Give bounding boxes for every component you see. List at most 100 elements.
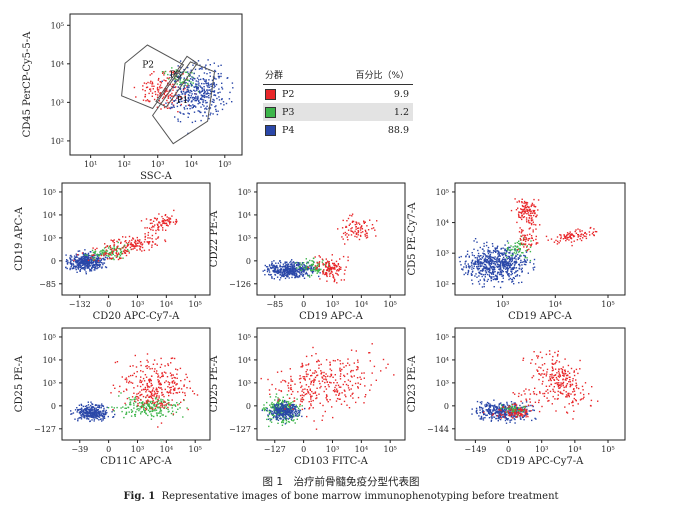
event-dot-green	[134, 398, 136, 401]
event-dot-green	[288, 404, 291, 406]
event-dot-blue	[83, 259, 85, 261]
event-dot-blue	[89, 411, 91, 413]
event-dot-blue	[190, 90, 192, 92]
event-dot-red	[168, 221, 171, 223]
event-dot-red	[318, 265, 320, 268]
event-dot-blue	[304, 269, 306, 271]
event-dot-blue	[292, 407, 294, 410]
event-dot-red	[136, 385, 139, 387]
event-dot-green	[116, 246, 118, 248]
event-dot-blue	[296, 413, 299, 415]
event-dot-red	[163, 71, 165, 73]
event-dot-red	[555, 239, 557, 242]
event-dot-blue	[500, 408, 502, 410]
event-dot-blue	[87, 258, 89, 260]
event-dot-blue	[84, 258, 87, 260]
event-dot-green	[183, 78, 185, 81]
event-dot-red	[160, 94, 162, 96]
event-dot-red	[569, 235, 571, 237]
event-dot-blue	[89, 256, 92, 259]
event-dot-red	[150, 379, 152, 382]
event-dot-blue	[85, 260, 87, 263]
event-dot-red	[521, 214, 523, 217]
event-dot-blue	[482, 262, 485, 264]
event-dot-blue	[304, 266, 306, 269]
event-dot-blue	[203, 86, 205, 88]
event-dot-blue	[514, 402, 516, 404]
event-dot-blue	[504, 253, 506, 255]
event-dot-blue	[69, 268, 71, 271]
event-dot-blue	[194, 86, 196, 89]
event-dot-blue	[89, 415, 91, 417]
event-dot-green	[282, 411, 285, 413]
event-dot-blue	[300, 271, 303, 274]
event-dot-blue	[209, 100, 212, 102]
event-dot-blue	[195, 83, 197, 85]
event-dot-green	[312, 260, 314, 263]
event-dot-blue	[502, 264, 505, 266]
event-dot-blue	[482, 409, 484, 412]
event-dot-green	[309, 276, 311, 278]
event-dot-blue	[196, 86, 198, 88]
event-dot-green	[277, 397, 279, 399]
event-dot-red	[328, 264, 330, 266]
event-dot-green	[107, 252, 110, 255]
event-dot-blue	[307, 267, 310, 270]
y-tick-label: 10⁴	[43, 356, 56, 365]
event-dot-blue	[92, 264, 94, 267]
event-dot-blue	[291, 266, 294, 268]
event-dot-red	[343, 366, 345, 368]
event-dot-blue	[478, 271, 480, 273]
event-dot-red	[314, 392, 316, 394]
event-dot-blue	[286, 409, 288, 412]
event-dot-green	[145, 396, 147, 399]
event-dot-red	[178, 66, 181, 68]
event-dot-red	[188, 380, 191, 383]
event-dot-blue	[218, 99, 221, 101]
event-dot-blue	[513, 415, 515, 418]
event-dot-blue	[96, 260, 99, 262]
event-dot-blue	[194, 93, 196, 95]
event-dot-green	[187, 84, 189, 86]
event-dot-blue	[87, 256, 89, 258]
event-dot-red	[117, 253, 119, 256]
event-dot-red	[346, 232, 348, 235]
event-dot-blue	[311, 271, 314, 273]
event-dot-red	[171, 382, 174, 384]
event-dot-blue	[102, 412, 104, 414]
event-dot-blue	[519, 255, 521, 257]
event-dot-red	[163, 220, 165, 222]
event-dot-blue	[490, 256, 492, 258]
event-dot-blue	[498, 418, 500, 420]
event-dot-blue	[508, 414, 510, 416]
event-dot-blue	[174, 94, 176, 97]
event-dot-red	[133, 387, 135, 389]
event-dot-red	[164, 214, 167, 216]
event-dot-blue	[280, 271, 282, 273]
event-dot-blue	[94, 415, 96, 417]
event-dot-blue	[290, 272, 293, 275]
event-dot-blue	[279, 271, 281, 273]
event-dot-red	[361, 228, 364, 230]
event-dot-blue	[80, 265, 82, 268]
event-dot-red	[125, 249, 127, 252]
event-dot-blue	[270, 419, 272, 421]
event-dot-red	[159, 382, 162, 385]
event-dot-blue	[98, 411, 100, 413]
event-dot-blue	[294, 267, 296, 270]
event-dot-blue	[303, 269, 305, 272]
event-dot-blue	[75, 268, 77, 271]
event-dot-blue	[101, 420, 103, 422]
event-dot-red	[525, 207, 528, 209]
event-dot-red	[357, 231, 360, 233]
event-dot-red	[187, 104, 190, 106]
event-dot-blue	[283, 409, 285, 411]
event-dot-red	[159, 402, 161, 404]
event-dot-green	[287, 414, 290, 416]
event-dot-red	[336, 269, 339, 271]
event-dot-red	[154, 368, 156, 370]
event-dot-blue	[95, 409, 97, 411]
event-dot-red	[135, 96, 137, 98]
event-dot-blue	[293, 272, 296, 275]
event-dot-blue	[494, 263, 497, 265]
